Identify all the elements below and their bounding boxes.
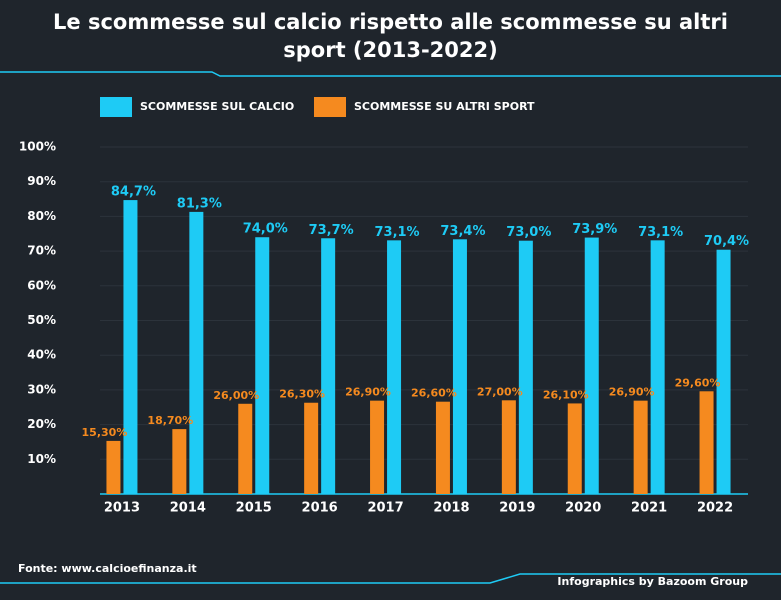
bar xyxy=(387,240,402,494)
y-tick-label: 90% xyxy=(27,174,56,188)
bar xyxy=(567,403,582,494)
x-tick-label: 2017 xyxy=(367,501,403,516)
y-tick-label: 70% xyxy=(27,244,56,258)
value-label: 84,7% xyxy=(111,185,156,200)
value-label: 73,4% xyxy=(440,224,485,239)
bar xyxy=(304,402,319,494)
value-label: 18,70% xyxy=(147,414,193,427)
bar xyxy=(584,237,599,494)
x-tick-label: 2020 xyxy=(565,501,601,516)
legend-label: SCOMMESSE SU ALTRI SPORT xyxy=(354,100,535,113)
legend-swatch xyxy=(314,97,346,117)
value-label: 26,10% xyxy=(543,388,589,401)
value-label: 29,60% xyxy=(675,376,721,389)
legend-swatch xyxy=(100,97,132,117)
bar xyxy=(435,401,450,494)
bar xyxy=(501,400,516,494)
x-tick-label: 2018 xyxy=(433,501,469,516)
bar xyxy=(123,200,138,494)
x-tick-label: 2019 xyxy=(499,501,535,516)
y-tick-label: 60% xyxy=(27,278,56,292)
legend-label: SCOMMESSE SUL CALCIO xyxy=(140,100,294,113)
bar xyxy=(452,239,467,494)
decor-line xyxy=(0,573,781,584)
value-label: 73,0% xyxy=(506,225,551,240)
y-tick-label: 10% xyxy=(27,452,56,466)
source: Fonte: www.calcioefinanza.it xyxy=(18,562,197,575)
y-tick-label: 100% xyxy=(19,140,56,154)
value-label: 73,1% xyxy=(638,225,683,240)
x-tick-label: 2022 xyxy=(697,501,733,516)
value-label: 73,9% xyxy=(572,222,617,237)
y-tick-label: 20% xyxy=(27,417,56,431)
chart-title: Le scommesse sul calcio rispetto alle sc… xyxy=(53,10,728,62)
bar xyxy=(633,400,648,494)
x-tick-label: 2014 xyxy=(170,501,206,516)
value-label: 74,0% xyxy=(243,222,288,237)
x-tick-label: 2016 xyxy=(302,501,338,516)
y-tick-label: 50% xyxy=(27,313,56,327)
value-label: 27,00% xyxy=(477,385,523,398)
value-label: 26,60% xyxy=(411,387,457,400)
bar xyxy=(172,429,187,494)
value-label: 26,90% xyxy=(345,386,391,399)
value-label: 81,3% xyxy=(177,196,222,211)
value-label: 15,30% xyxy=(82,426,128,439)
x-tick-label: 2021 xyxy=(631,501,667,516)
value-label: 26,90% xyxy=(609,386,655,399)
x-tick-label: 2013 xyxy=(104,501,140,516)
bar xyxy=(699,391,714,494)
value-label: 26,00% xyxy=(213,389,259,402)
bar xyxy=(716,249,731,494)
bar xyxy=(370,400,385,494)
value-label: 26,30% xyxy=(279,388,325,401)
x-tick-label: 2015 xyxy=(236,501,272,516)
bar xyxy=(518,240,533,494)
bar xyxy=(238,403,253,494)
value-label: 73,7% xyxy=(309,223,354,238)
bar xyxy=(189,211,204,494)
y-tick-label: 30% xyxy=(27,382,56,396)
value-label: 70,4% xyxy=(704,234,749,249)
y-tick-label: 80% xyxy=(27,209,56,223)
y-tick-label: 40% xyxy=(27,348,56,362)
value-label: 73,1% xyxy=(374,225,419,240)
bar xyxy=(650,240,665,494)
decor-line xyxy=(0,71,781,77)
credit: Infographics by Bazoom Group xyxy=(557,575,748,588)
bar xyxy=(321,238,336,494)
bar xyxy=(106,440,121,494)
bar xyxy=(255,237,270,494)
